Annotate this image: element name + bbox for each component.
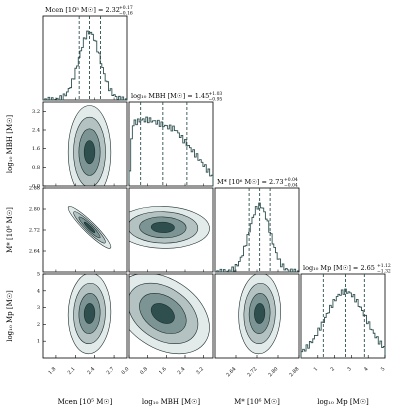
panels-group	[42, 15, 386, 359]
hist-title-sub-2: −0.04	[284, 183, 298, 189]
contour-1-2-0	[150, 221, 175, 233]
panel-frame-0-3	[42, 273, 128, 359]
y-tick-label-2-1: 2.72	[29, 228, 40, 234]
x-tick-label-3-2: 3	[346, 366, 352, 372]
hist-line-1	[128, 116, 214, 186]
hist-line-2	[214, 202, 300, 273]
x-tick-label-0-3: 2.7	[106, 366, 116, 376]
x-axis-label-1: log₁₀ MBH [M☉]	[142, 398, 201, 406]
contour-panel-0-3	[67, 274, 112, 355]
x-axis-label-3: log₁₀ Mp [M☉]	[317, 398, 369, 406]
contour-0-3-0	[83, 303, 96, 324]
hist-frame-0	[42, 15, 128, 101]
x-tick-label-0-2: 2.4	[86, 366, 96, 376]
x-tick-label-1-4: 3.2	[195, 366, 205, 376]
hist-title-sub-1: −0.95	[209, 97, 223, 103]
hist-frame-1	[128, 101, 214, 187]
contour-2-3-0	[254, 303, 266, 324]
y-tick-label-1-1: 0.8	[32, 165, 40, 171]
y-tick-label-2-3: 2.88	[29, 186, 40, 192]
x-tick-label-1-3: 2.4	[177, 366, 187, 376]
y-tick-label-1-2: 1.6	[32, 146, 40, 152]
x-tick-label-0-1: 2.1	[67, 366, 77, 376]
x-tick-label-3-4: 5	[380, 366, 386, 372]
contour-panel-2-3	[238, 274, 281, 355]
x-tick-label-0-0: 1.8	[47, 366, 57, 376]
hist-title-sup-2: +0.04	[284, 177, 298, 183]
hist-title-sup-0: +0.17	[119, 5, 133, 11]
contour-0-2-0	[83, 221, 96, 233]
x-tick-label-3-0: 1	[313, 366, 319, 372]
x-tick-label-2-0: 2.64	[225, 366, 237, 378]
hist-title-sup-1: +1.03	[209, 91, 223, 97]
x-tick-label-1-0: 0.0	[121, 366, 131, 376]
hist-title-2: M* [10⁶ M☉] = 2.73	[217, 178, 284, 186]
x-tick-label-3-3: 4	[363, 366, 369, 372]
y-tick-label-3-3: 4	[37, 288, 40, 294]
x-tick-label-1-1: 0.8	[139, 366, 149, 376]
contour-panel-0-2	[67, 206, 112, 249]
contour-1-3-0	[150, 303, 175, 324]
y-tick-label-3-4: 5	[37, 272, 40, 278]
y-axis-label-3: log₁₀ Mp [M☉]	[6, 290, 14, 342]
y-tick-label-1-0: 0.0	[32, 184, 40, 190]
y-axis-label-2: M* [10⁶ M☉]	[6, 207, 14, 253]
y-axis-label-1: log₁₀ MBH [M☉]	[6, 115, 14, 174]
hist-frame-2	[214, 187, 300, 273]
hist-title-3: log₁₀ Mp [M☉] = 2.65	[303, 264, 375, 272]
hist-frame-3	[300, 273, 386, 359]
hist-line-0	[42, 30, 128, 101]
y-tick-label-3-1: 2	[37, 322, 40, 328]
hist-title-sub-3: −1.32	[377, 269, 391, 275]
y-tick-label-2-2: 2.80	[29, 207, 40, 213]
y-tick-label-3-2: 3	[37, 305, 40, 311]
y-tick-label-3-0: 1	[37, 339, 40, 345]
x-axis-label-2: M* [10⁶ M☉]	[234, 398, 280, 406]
hist-title-sub-0: −0.16	[119, 11, 133, 17]
x-tick-label-3-1: 2	[330, 366, 336, 372]
contour-panel-1-2	[129, 206, 210, 249]
x-axis-label-0: Mcen [10⁵ M☉]	[58, 398, 113, 406]
x-tick-label-2-3: 2.88	[288, 366, 300, 378]
contour-panel-0-1	[67, 105, 112, 186]
y-tick-label-1-3: 2.4	[32, 128, 40, 134]
panel-frame-1-3	[128, 273, 214, 359]
contour-0-1-0	[83, 140, 96, 165]
hist-line-3	[300, 288, 386, 358]
y-tick-label-2-0: 2.64	[29, 249, 40, 255]
panel-frame-0-1	[42, 101, 128, 187]
hist-title-0: Mcen [10⁵ M☉] = 2.32	[45, 6, 120, 14]
hist-title-sup-3: +1.12	[377, 263, 391, 269]
hist-title-1: log₁₀ MBH [M☉] = 1.45	[131, 92, 209, 100]
x-tick-label-1-2: 1.6	[158, 366, 168, 376]
contour-panel-1-3	[129, 274, 210, 355]
x-tick-label-2-2: 2.80	[267, 366, 279, 378]
panel-frame-1-2	[128, 187, 214, 273]
y-tick-label-1-4: 3.2	[32, 109, 40, 115]
x-tick-label-2-1: 2.72	[246, 366, 258, 378]
labels-group: Mcen [10⁵ M☉] = 2.32 +0.17−0.16 log₁₀ MBH …	[6, 5, 391, 406]
